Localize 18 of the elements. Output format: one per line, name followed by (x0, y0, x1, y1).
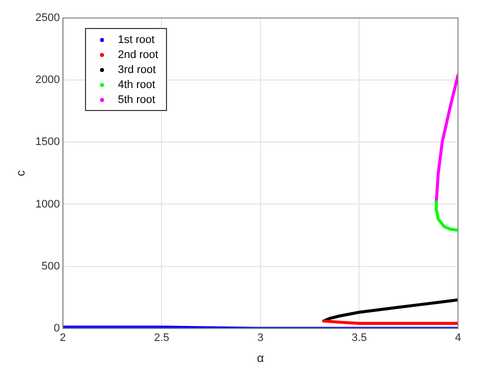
legend-label: 2nd root (118, 48, 158, 60)
y-tick-label: 1500 (35, 136, 60, 148)
y-tick-label: 1000 (35, 198, 60, 210)
legend-label: 3rd root (118, 64, 156, 76)
x-axis-title: α (256, 351, 264, 366)
y-axis-title: c (14, 170, 28, 176)
y-tick-label: 500 (42, 260, 60, 272)
y-tick-label: 0 (54, 322, 60, 334)
legend-label: 1st root (118, 34, 155, 46)
x-tick-label: 2.5 (154, 332, 170, 344)
y-tick-label: 2500 (35, 12, 60, 24)
x-tick-label: 3.5 (352, 332, 367, 344)
y-tick-label: 2000 (35, 74, 60, 86)
legend-label: 5th root (118, 94, 156, 106)
x-tick-label: 2 (60, 332, 66, 344)
x-tick-label: 4 (454, 332, 462, 344)
legend-label: 4th root (118, 78, 156, 90)
x-tick-label: 3 (257, 332, 264, 344)
